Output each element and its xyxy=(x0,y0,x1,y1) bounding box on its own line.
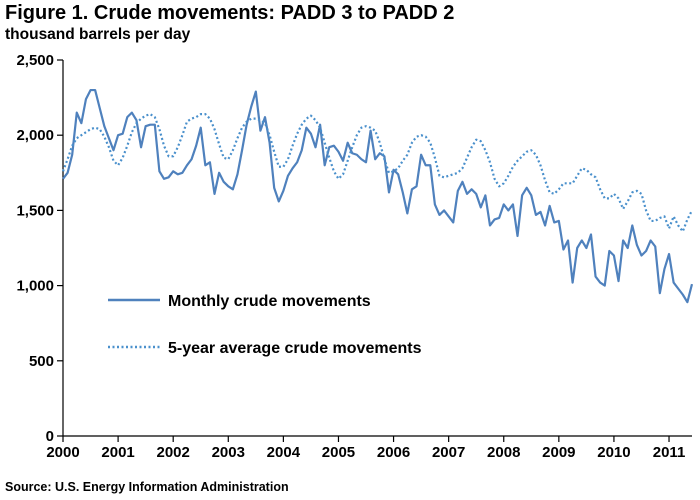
legend-item-average: 5-year average crude movements xyxy=(108,340,422,357)
x-tick-label: 2000 xyxy=(46,444,79,461)
y-tick-label: 2,500 xyxy=(16,52,54,69)
x-tick-label: 2002 xyxy=(156,444,189,461)
chart-subtitle: thousand barrels per day xyxy=(5,26,191,43)
x-axis: 2000 2001 2002 2003 2004 2005 2006 2007 2008 2009… xyxy=(46,435,692,461)
legend-label-average: 5-year average crude movements xyxy=(168,340,422,357)
y-tick-label: 2,000 xyxy=(16,127,54,144)
x-tick-label: 2008 xyxy=(487,444,520,461)
y-ticks: 0 500 1,000 1,500 2,000 2,500 xyxy=(16,52,63,445)
y-tick-label: 1,000 xyxy=(16,278,54,295)
y-tick-label: 1,500 xyxy=(16,202,54,219)
series-line-monthly xyxy=(62,88,694,304)
legend-item-monthly: Monthly crude movements xyxy=(108,293,371,310)
x-tick-label: 2004 xyxy=(267,444,301,461)
source-note: Source: U.S. Energy Information Administ… xyxy=(5,480,289,494)
x-tick-label: 2009 xyxy=(542,444,575,461)
series-line-average xyxy=(61,113,693,233)
x-ticks: 2000 2001 2002 2003 2004 2005 2006 2007 2008 2009… xyxy=(46,436,685,461)
legend-label-monthly: Monthly crude movements xyxy=(168,293,371,310)
x-tick-label: 2011 xyxy=(653,444,686,461)
y-axis: 0 500 1,000 1,500 2,000 2,500 xyxy=(16,52,64,445)
y-tick-label: 0 xyxy=(46,428,54,445)
legend: Monthly crude movements 5-year average c… xyxy=(108,293,422,357)
x-tick-label: 2010 xyxy=(597,444,630,461)
x-tick-label: 2006 xyxy=(377,444,410,461)
series-layer xyxy=(61,88,694,304)
x-tick-label: 2005 xyxy=(322,444,355,461)
x-tick-label: 2007 xyxy=(432,444,465,461)
x-tick-label: 2003 xyxy=(212,444,245,461)
y-tick-label: 500 xyxy=(29,353,54,370)
chart-title: Figure 1. Crude movements: PADD 3 to PAD… xyxy=(5,2,455,24)
x-tick-label: 2001 xyxy=(101,444,134,461)
